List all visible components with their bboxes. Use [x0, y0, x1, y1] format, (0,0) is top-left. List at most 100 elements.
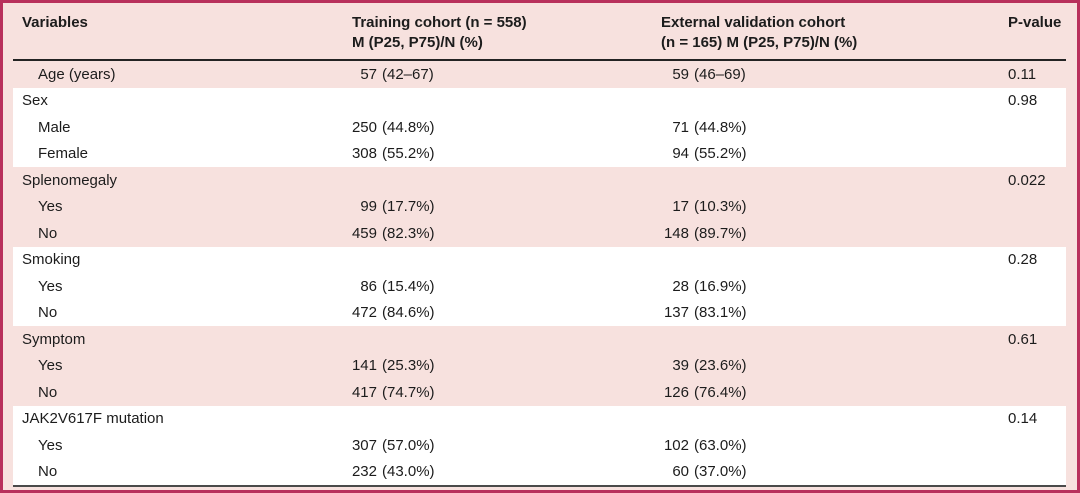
pvalue-cell	[1007, 220, 1066, 247]
pvalue-cell: 0.14	[1007, 405, 1066, 432]
variable-cell: JAK2V617F mutation	[13, 405, 345, 432]
variable-cell: Symptom	[22, 330, 86, 348]
validation-value-cell: 59 (46–69)	[655, 60, 1007, 88]
table-row: No 417 (74.7%) 126 (76.4%)	[13, 379, 1066, 406]
value-number: 472	[351, 304, 377, 322]
training-value-cell: 472 (84.6%)	[345, 299, 655, 326]
table-row: Smoking 0.28	[13, 246, 1066, 273]
header-validation-line2: (n = 165) M (P25, P75)/N (%)	[661, 34, 858, 51]
variable-cell: Yes	[13, 432, 345, 459]
pvalue-cell	[1007, 432, 1066, 459]
table-row: Sex 0.98	[13, 87, 1066, 114]
value-number: 308	[351, 145, 377, 163]
training-value-cell	[345, 167, 655, 194]
value-percent: (16.9%)	[694, 277, 747, 295]
training-value-cell	[345, 326, 655, 353]
variable-cell: Sex	[13, 87, 345, 114]
value-percent: (10.3%)	[694, 198, 747, 216]
value-percent: (17.7%)	[382, 198, 435, 216]
header-variables: Variables	[13, 3, 345, 61]
pvalue-cell: 0.61	[1008, 330, 1038, 348]
value-number: 99	[360, 198, 377, 216]
value-number: 148	[663, 224, 689, 242]
pvalue-cell	[1007, 114, 1066, 141]
table-row: Age (years) 57 (42–67) 59 (46–69) 0.11	[13, 60, 1066, 88]
table-row: No 472 (84.6%) 137 (83.1%)	[13, 299, 1066, 326]
table-row: Yes 307 (57.0%) 102 (63.0%)	[13, 432, 1066, 459]
training-value-cell: 86 (15.4%)	[345, 273, 655, 300]
value-percent: (55.2%)	[694, 145, 747, 163]
value-number: 232	[351, 463, 377, 481]
header-variables-label: Variables	[22, 14, 88, 31]
value-number: 141	[351, 357, 377, 375]
variable-cell: Yes	[38, 357, 63, 375]
pvalue-cell	[1007, 273, 1066, 300]
header-validation-line1: External validation cohort	[661, 14, 846, 31]
variable-cell: Female	[13, 140, 345, 167]
header-training-cohort: Training cohort (n = 558) M (P25, P75)/N…	[345, 3, 655, 61]
training-value-cell: 307 (57.0%)	[345, 432, 655, 459]
value-percent: (44.8%)	[382, 118, 435, 136]
table-row: Symptom 0.61	[13, 326, 1066, 353]
data-table: Variables Training cohort (n = 558) M (P…	[13, 3, 1066, 487]
variable-cell: No	[38, 383, 58, 401]
value-percent: (15.4%)	[382, 277, 435, 295]
training-value-cell: 417 (74.7%)	[345, 379, 655, 406]
table-row: Female 308 (55.2%) 94 (55.2%)	[13, 140, 1066, 167]
value-number: 59	[672, 65, 689, 83]
value-number: 417	[351, 383, 377, 401]
value-percent: (76.4%)	[694, 383, 747, 401]
validation-value-cell: 60 (37.0%)	[655, 458, 1007, 487]
value-percent: (63.0%)	[694, 436, 747, 454]
table-row: No 459 (82.3%) 148 (89.7%)	[13, 220, 1066, 247]
table-row: Male 250 (44.8%) 71 (44.8%)	[13, 114, 1066, 141]
variable-cell: No	[13, 458, 345, 487]
value-percent: (44.8%)	[694, 118, 747, 136]
value-percent: (55.2%)	[382, 145, 435, 163]
variable-cell: Male	[13, 114, 345, 141]
value-number: 60	[672, 463, 689, 481]
variable-cell: No	[13, 299, 345, 326]
value-number: 57	[360, 65, 377, 83]
table-row: JAK2V617F mutation 0.14	[13, 405, 1066, 432]
value-number: 39	[672, 357, 689, 375]
table-row: Yes 86 (15.4%) 28 (16.9%)	[13, 273, 1066, 300]
variable-cell: Yes	[38, 198, 63, 216]
pvalue-cell: 0.98	[1007, 87, 1066, 114]
validation-value-cell	[655, 87, 1007, 114]
pvalue-cell: 0.28	[1007, 246, 1066, 273]
pvalue-cell	[1007, 353, 1066, 380]
value-number: 17	[672, 198, 689, 216]
training-value-cell	[345, 405, 655, 432]
table-row: Yes 141 (25.3%) 39 (23.6%)	[13, 353, 1066, 380]
pvalue-cell: 0.022	[1008, 171, 1046, 189]
header-training-line1: Training cohort (n = 558)	[352, 14, 527, 31]
validation-value-cell: 39 (23.6%)	[655, 353, 1007, 380]
value-number: 126	[663, 383, 689, 401]
table-row: Splenomegaly 0.022	[13, 167, 1066, 194]
validation-value-cell: 28 (16.9%)	[655, 273, 1007, 300]
validation-value-cell: 94 (55.2%)	[655, 140, 1007, 167]
validation-value-cell	[655, 405, 1007, 432]
table-row: No 232 (43.0%) 60 (37.0%)	[13, 458, 1066, 487]
header-row: Variables Training cohort (n = 558) M (P…	[13, 3, 1066, 61]
value-number: 71	[672, 118, 689, 136]
value-number: 459	[351, 224, 377, 242]
variable-cell: Yes	[13, 273, 345, 300]
value-number: 94	[672, 145, 689, 163]
value-percent: (89.7%)	[694, 224, 747, 242]
table-inner: Variables Training cohort (n = 558) M (P…	[13, 3, 1066, 487]
header-training-line2: M (P25, P75)/N (%)	[352, 34, 483, 51]
training-value-cell: 57 (42–67)	[345, 60, 655, 88]
validation-value-cell: 71 (44.8%)	[655, 114, 1007, 141]
header-validation-cohort: External validation cohort (n = 165) M (…	[655, 3, 1007, 61]
validation-value-cell	[655, 326, 1007, 353]
value-percent: (57.0%)	[382, 436, 435, 454]
variable-cell: Age (years)	[38, 65, 116, 83]
value-number: 137	[663, 304, 689, 322]
value-percent: (83.1%)	[694, 304, 747, 322]
pvalue-cell	[1007, 299, 1066, 326]
validation-value-cell: 148 (89.7%)	[655, 220, 1007, 247]
value-number: 250	[351, 118, 377, 136]
variable-cell: Splenomegaly	[22, 171, 118, 189]
